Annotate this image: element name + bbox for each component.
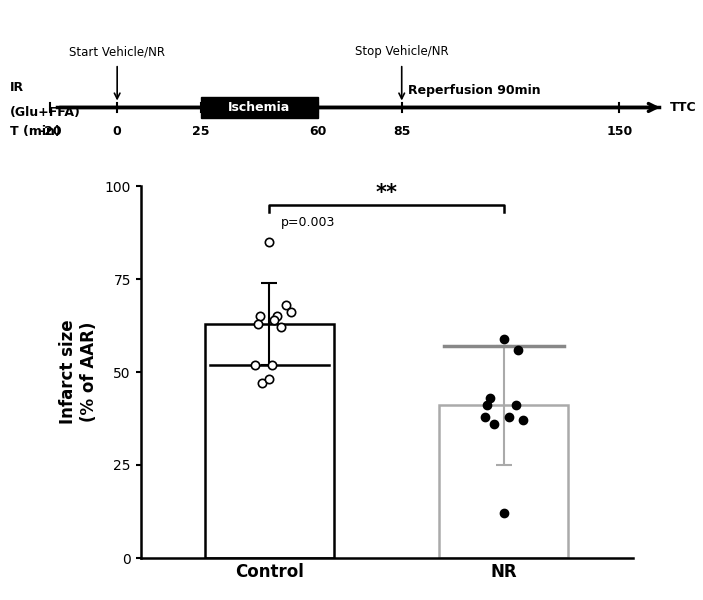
- Bar: [205, 323, 334, 558]
- Text: -20: -20: [39, 125, 62, 138]
- Y-axis label: Infarct size
(% of AAR): Infarct size (% of AAR): [59, 320, 98, 424]
- Text: 60: 60: [309, 125, 327, 138]
- Text: p=0.003: p=0.003: [281, 216, 335, 229]
- Bar: [439, 406, 568, 558]
- Text: IR: IR: [10, 81, 24, 94]
- Text: Ischemia: Ischemia: [228, 101, 290, 114]
- Text: 25: 25: [192, 125, 209, 138]
- Text: 0: 0: [112, 125, 122, 138]
- Text: 150: 150: [606, 125, 633, 138]
- Text: Stop Vehicle/NR: Stop Vehicle/NR: [355, 46, 449, 58]
- Text: TTC: TTC: [669, 101, 696, 114]
- Text: 85: 85: [393, 125, 411, 138]
- Text: (Glu+FFA): (Glu+FFA): [10, 106, 81, 119]
- Text: Start Vehicle/NR: Start Vehicle/NR: [69, 46, 165, 58]
- Text: **: **: [375, 183, 398, 203]
- Text: T (min): T (min): [10, 125, 60, 138]
- Bar: [201, 97, 318, 118]
- Text: Reperfusion 90min: Reperfusion 90min: [408, 83, 541, 97]
